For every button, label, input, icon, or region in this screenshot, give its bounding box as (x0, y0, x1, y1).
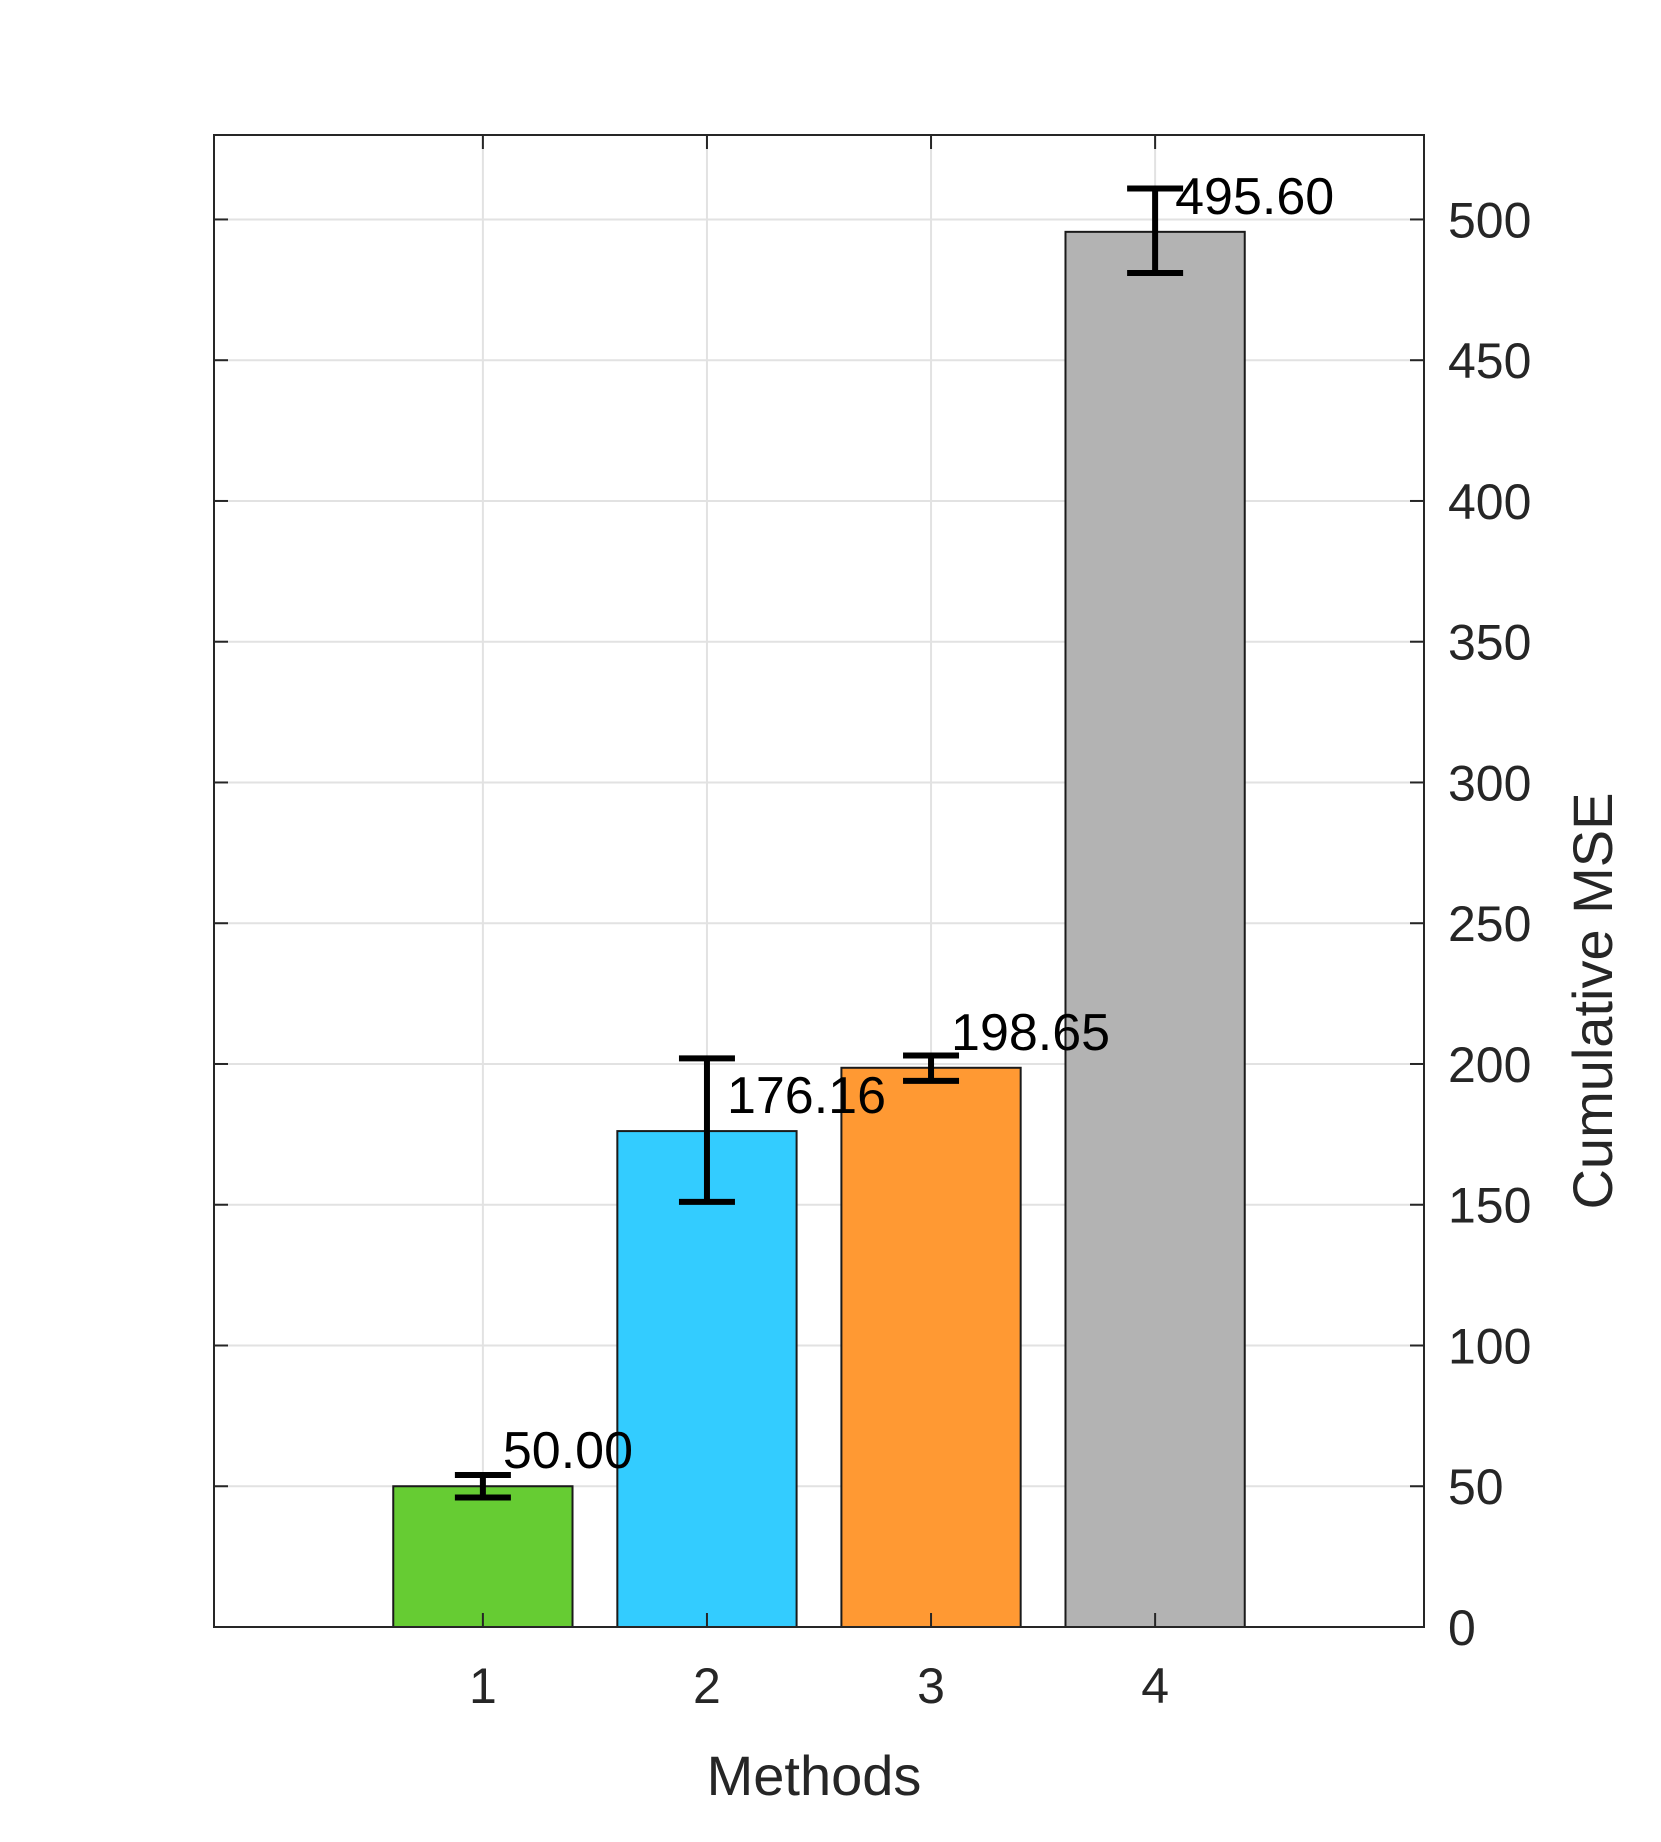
error-bar-1 (454, 1471, 511, 1501)
bars (392, 230, 1246, 1629)
bar-2 (616, 1130, 798, 1629)
bar-4 (1064, 230, 1246, 1629)
data-label-3: 198.65 (951, 1004, 1110, 1062)
data-label-2: 176.16 (727, 1067, 886, 1125)
y-tick-label: 100 (1448, 1318, 1531, 1374)
y-tick-label: 200 (1448, 1037, 1531, 1093)
bar-1 (392, 1485, 574, 1628)
error-bar-4 (1127, 185, 1184, 276)
bar-3 (840, 1066, 1022, 1628)
y-tick-label: 300 (1448, 755, 1531, 811)
plot-area-frame (213, 134, 1425, 1628)
y-tick-label: 150 (1448, 1178, 1531, 1234)
x-tick-label: 2 (693, 1658, 721, 1714)
data-label-1: 50.00 (503, 1422, 633, 1480)
y-axis-title: Cumulative MSE (1561, 792, 1624, 1209)
data-labels: 50.00 176.16 198.65 495.60 (503, 168, 1334, 1480)
y-tick-label: 0 (1448, 1600, 1476, 1656)
y-tick-label: 500 (1448, 192, 1531, 248)
y-tick-label: 350 (1448, 615, 1531, 671)
x-tick-label: 4 (1141, 1658, 1169, 1714)
error-bar-3 (903, 1052, 960, 1084)
axis-ticks: 0 50 100 150 200 250 300 350 400 450 500 1 2 3 4 (214, 135, 1531, 1714)
x-axis-title: Methods (707, 1744, 922, 1807)
error-bars (454, 185, 1184, 1501)
error-bar-2 (678, 1055, 735, 1205)
y-tick-label: 50 (1448, 1459, 1504, 1515)
data-label-4: 495.60 (1175, 168, 1334, 226)
y-tick-label: 400 (1448, 474, 1531, 530)
x-tick-label: 3 (917, 1658, 945, 1714)
x-tick-label: 1 (469, 1658, 497, 1714)
y-tick-label: 450 (1448, 333, 1531, 389)
y-tick-label: 250 (1448, 896, 1531, 952)
